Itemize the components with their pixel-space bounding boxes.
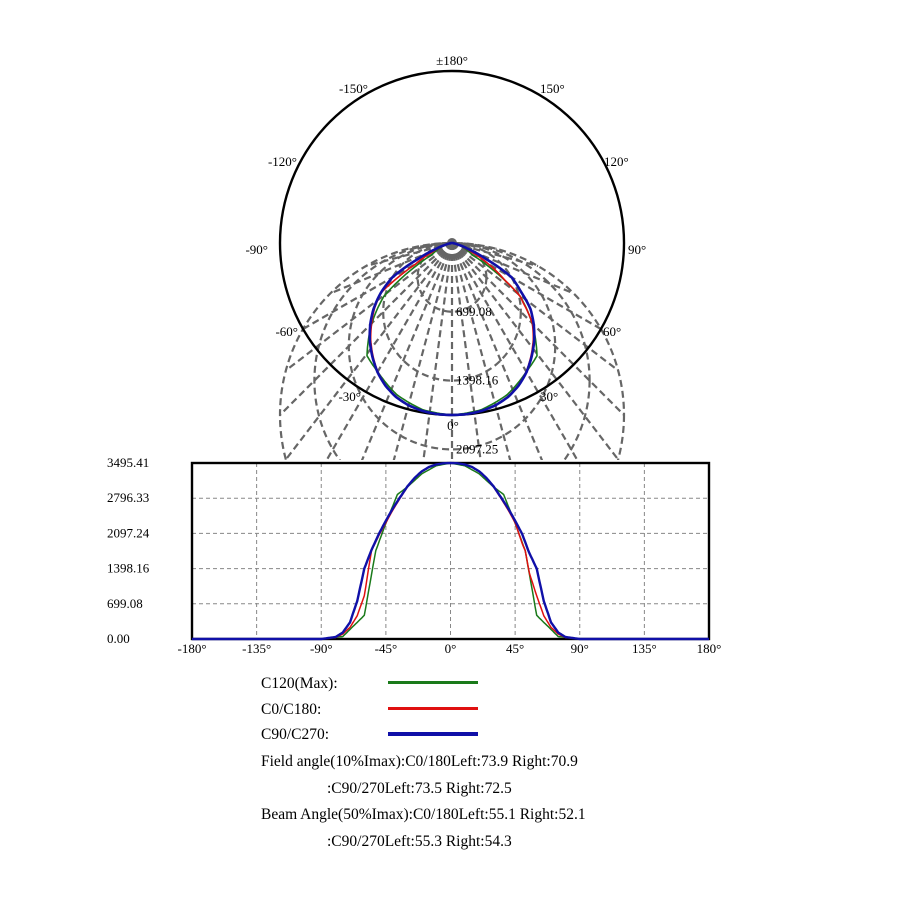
line-y-tick-label: 699.08 [107,596,143,611]
polar-ring-4 [313,241,591,460]
polar-spoke [451,242,619,372]
polar-angle-label: 60° [603,324,621,339]
line-x-tick-label: 180° [697,641,722,656]
polar-radial-label: 1398.16 [456,373,499,388]
polar-spoke [451,241,497,250]
polar-spoke [422,242,454,460]
polar-radial-label: 699.08 [456,304,492,319]
polar-angle-label: ±180° [436,53,468,68]
line-x-tick-label: -180° [177,641,206,656]
line-series-0 [192,462,709,640]
polar-spoke [284,242,453,460]
polar-radial-label: 2097.25 [456,441,498,456]
polar-spoke [279,242,453,416]
beam-stats: Field angle(10%Imax):C0/180Left:73.9 Rig… [261,749,586,855]
line-x-tick-label: 0° [445,641,457,656]
line-series-2 [192,461,709,641]
polar-angle-label: 30° [540,389,558,404]
line-frame [190,461,711,641]
polar-angle-label: -60° [275,324,298,339]
legend-label-c90-c270: C90/C270: [261,726,330,743]
polar-angle-label: -30° [338,389,361,404]
field-angle-c0: Field angle(10%Imax):C0/180Left:73.9 Rig… [261,753,578,770]
polar-angle-label: -90° [245,242,268,257]
polar-angle-label: 120° [604,154,629,169]
line-y-tick-label: 2796.33 [107,490,149,505]
legend-swatch-c90-c270 [388,732,478,736]
line-x-tick-label: 90° [571,641,589,656]
line-x-tick-label: -135° [242,641,271,656]
polar-series-2 [368,241,536,417]
legend-label-c0-c180: C0/C180: [261,700,322,718]
line-series-1 [192,462,709,640]
polar-chart: 699.081398.162097.252796.333495.41±180°1… [245,53,646,460]
polar-spoke [451,242,620,460]
line-x-tick-label: -45° [375,641,398,656]
polar-angle-label: -150° [339,81,368,96]
legend-label-c120: C120(Max): [261,675,338,692]
beam-angle-c0: Beam Angle(50%Imax):C0/180Left:55.1 Righ… [261,806,586,823]
legend-swatch-c120 [388,681,478,684]
polar-spoke [407,241,453,250]
line-x-tick-label: 135° [632,641,657,656]
polar-angle-label: -120° [268,154,297,169]
line-x-tick-label: 45° [506,641,524,656]
line-y-tick-label: 1398.16 [107,561,150,576]
polar-spoke [451,242,625,416]
field-angle-c90: :C90/270Left:73.5 Right:72.5 [327,779,512,797]
polar-spoke [451,242,579,460]
polar-angle-label: 150° [540,81,565,96]
line-x-tick-label: -90° [310,641,333,656]
beam-angle-c90: :C90/270Left:55.3 Right:54.3 [327,832,512,850]
legend-swatch-c0-c180 [388,706,478,710]
polar-spoke [285,242,453,372]
line-y-tick-label: 2097.24 [107,525,150,540]
polar-angle-label: 90° [628,242,646,257]
polar-angle-label: 0° [447,418,459,433]
line-y-tick-label: 0.00 [107,631,130,646]
